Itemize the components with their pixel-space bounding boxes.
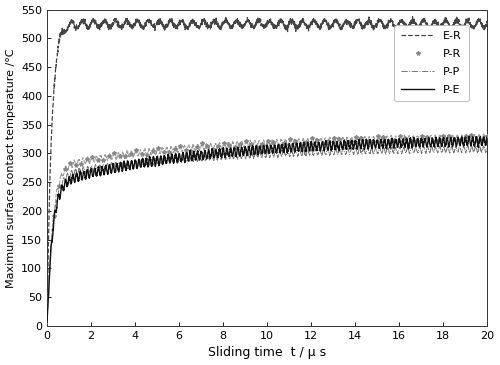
P-P	[464, 143, 470, 148]
P-R	[331, 136, 337, 140]
P-P	[476, 147, 482, 151]
P-R	[243, 139, 249, 143]
E-R	[428, 21, 434, 26]
X-axis label: Sliding time  t / μ s: Sliding time t / μ s	[208, 346, 326, 360]
P-E	[484, 134, 490, 139]
P-R	[348, 139, 354, 143]
Line: E-R: E-R	[47, 17, 488, 326]
P-E	[428, 142, 434, 146]
E-R	[213, 17, 219, 22]
P-P	[94, 169, 100, 174]
E-R	[232, 21, 238, 25]
Line: P-R: P-R	[52, 133, 490, 218]
Y-axis label: Maximum surface contact temperature /°C: Maximum surface contact temperature /°C	[6, 48, 16, 288]
P-P	[232, 151, 238, 156]
E-R	[410, 15, 416, 19]
P-P	[213, 152, 219, 156]
E-R	[484, 23, 490, 28]
P-E	[232, 147, 238, 152]
P-P	[428, 145, 434, 150]
P-R	[50, 214, 56, 218]
P-E	[120, 163, 126, 168]
P-E	[44, 320, 50, 324]
P-P	[120, 160, 126, 164]
Line: P-E: P-E	[47, 137, 488, 322]
E-R	[44, 324, 50, 328]
Line: P-P: P-P	[47, 146, 488, 324]
P-R	[468, 133, 474, 138]
P-R	[309, 136, 315, 141]
E-R	[94, 22, 100, 27]
P-R	[484, 134, 490, 138]
P-E	[466, 134, 472, 139]
P-P	[484, 145, 490, 149]
P-E	[476, 141, 482, 145]
P-P	[44, 322, 50, 326]
P-E	[213, 147, 219, 152]
P-E	[94, 171, 100, 176]
E-R	[120, 26, 126, 30]
P-R	[314, 138, 320, 142]
P-R	[435, 139, 441, 143]
E-R	[476, 19, 482, 23]
Legend: E-R, P-R, P-P, P-E: E-R, P-R, P-P, P-E	[394, 24, 468, 101]
